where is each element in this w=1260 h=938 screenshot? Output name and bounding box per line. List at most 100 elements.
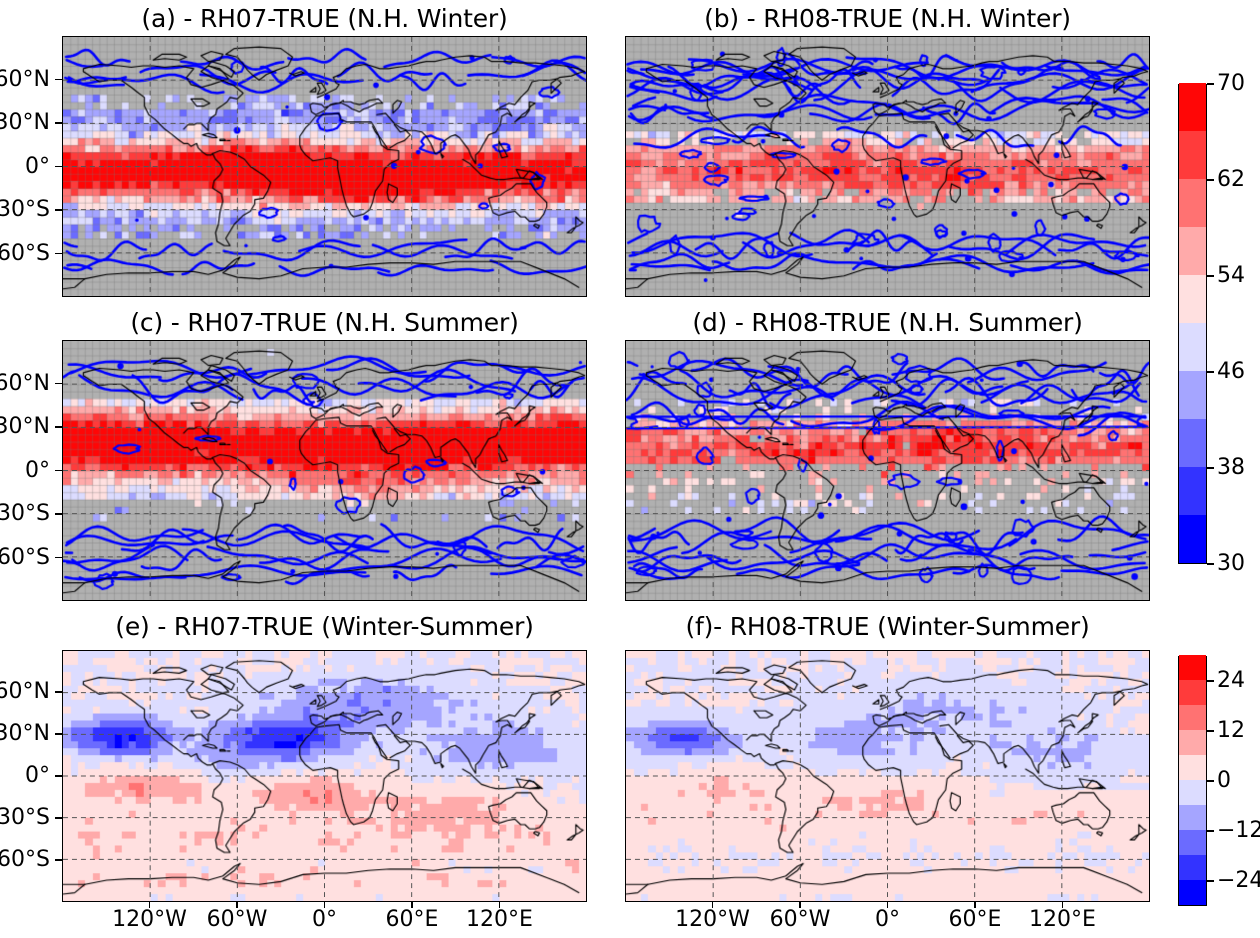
ytick-label-e-3: 30°S [0,805,50,830]
colorbar-band-main-4 [1179,323,1206,371]
colorbar-label-main-2: 46 [1217,359,1245,384]
ytick-mark-e-1 [55,733,62,735]
ytick-label-e-0: 60°N [0,679,50,704]
ytick-mark-c-0 [55,382,62,385]
ytick-label-c-0: 60°N [0,370,50,396]
diff-colorbar[interactable] [1178,655,1207,906]
map-panel-d[interactable] [625,340,1150,601]
colorbar-tick-diff-0 [1207,880,1214,882]
colorbar-band-diff-3 [1179,805,1206,830]
colorbar-band-main-1 [1179,467,1206,515]
xtick-label-f-1: 60°W [769,907,831,932]
ytick-mark-e-0 [55,691,62,693]
map-gridlines-d [626,341,1149,600]
colorbar-band-main-2 [1179,419,1206,467]
xtick-label-e-1: 60°W [206,907,268,932]
xtick-mark-e-0 [148,902,151,908]
colorbar-band-main-3 [1179,371,1206,419]
colorbar-tick-main-2 [1207,371,1214,373]
panel-title-b: (b) - RH08-TRUE (N.H. Winter) [704,4,1071,33]
xtick-mark-f-1 [799,902,801,908]
ytick-mark-a-2 [55,165,62,168]
colorbar-tick-diff-3 [1207,730,1214,732]
ytick-label-a-3: 30°S [0,197,50,222]
ytick-mark-c-2 [55,469,62,472]
ytick-label-c-3: 30°S [0,501,50,526]
colorbar-label-diff-3: 12 [1217,718,1245,743]
colorbar-band-main-5 [1179,275,1206,323]
colorbar-tick-main-3 [1207,275,1214,277]
ytick-label-e-1: 30°N [0,721,50,746]
xtick-mark-e-4 [498,902,501,908]
map-gridlines-b [626,37,1149,296]
colorbar-label-main-5: 70 [1217,71,1245,96]
colorbar-band-diff-0 [1179,880,1206,905]
colorbar-band-main-0 [1179,515,1206,563]
ytick-label-a-1: 30°N [0,110,50,135]
colorbar-band-main-8 [1179,131,1206,179]
xtick-mark-f-3 [974,902,976,908]
ytick-mark-c-1 [55,426,62,428]
colorbar-band-diff-6 [1179,730,1206,755]
main-colorbar[interactable] [1178,83,1207,564]
map-gridlines-f [626,651,1149,901]
colorbar-tick-main-4 [1207,179,1214,181]
xtick-label-f-0: 120°W [675,907,750,932]
colorbar-label-diff-1: −12 [1217,818,1260,843]
xtick-label-e-3: 60°E [385,907,439,932]
map-gridlines-c [63,341,586,600]
colorbar-band-diff-9 [1179,655,1206,680]
ytick-label-e-2: 0° [25,763,50,788]
ytick-mark-c-3 [55,513,62,515]
panel-title-f: (f)- RH08-TRUE (Winter-Summer) [685,612,1090,641]
panel-title-e: (e) - RH07-TRUE (Winter-Summer) [115,612,534,641]
xtick-label-f-2: 0° [875,907,900,932]
colorbar-band-main-9 [1179,83,1206,131]
colorbar-band-diff-2 [1179,830,1206,855]
map-panel-f[interactable] [625,650,1150,902]
xtick-label-f-3: 60°E [948,907,1002,932]
ytick-mark-e-2 [55,775,62,777]
colorbar-band-diff-7 [1179,705,1206,730]
ytick-mark-e-4 [55,859,62,861]
xtick-mark-e-3 [411,902,413,908]
ytick-mark-a-1 [55,122,62,124]
colorbar-tick-main-0 [1207,563,1214,565]
panel-title-a: (a) - RH07-TRUE (N.H. Winter) [141,4,508,33]
map-panel-e[interactable] [62,650,587,902]
xtick-mark-f-0 [711,902,714,908]
ytick-label-a-0: 60°N [0,66,50,92]
colorbar-band-main-6 [1179,227,1206,275]
colorbar-label-main-0: 30 [1217,551,1245,576]
colorbar-label-main-4: 62 [1217,167,1245,192]
xtick-mark-f-2 [886,902,889,908]
ytick-label-c-2: 0° [25,457,50,483]
map-panel-c[interactable] [62,340,587,601]
colorbar-band-diff-8 [1179,680,1206,705]
ytick-label-a-4: 60°S [0,240,50,266]
map-panel-b[interactable] [625,36,1150,297]
ytick-mark-c-4 [55,556,62,559]
xtick-mark-e-1 [236,902,238,908]
colorbar-band-diff-1 [1179,855,1206,880]
ytick-mark-e-3 [55,817,62,819]
map-panel-a[interactable] [62,36,587,297]
xtick-label-e-4: 120°E [466,907,533,932]
map-gridlines-a [63,37,586,296]
colorbar-band-diff-4 [1179,780,1206,805]
ytick-label-c-4: 60°S [0,544,50,570]
colorbar-label-diff-4: 24 [1217,668,1245,693]
xtick-label-e-0: 120°W [112,907,187,932]
colorbar-label-diff-0: −24 [1217,868,1260,893]
colorbar-label-main-1: 38 [1217,455,1245,480]
xtick-mark-e-2 [323,902,326,908]
colorbar-band-main-7 [1179,179,1206,227]
panel-title-c: (c) - RH07-TRUE (N.H. Summer) [130,308,519,337]
colorbar-tick-main-5 [1207,83,1214,85]
xtick-mark-f-4 [1061,902,1064,908]
map-gridlines-e [63,651,586,901]
ytick-label-c-1: 30°N [0,414,50,439]
colorbar-label-main-3: 54 [1217,263,1245,288]
ytick-mark-a-4 [55,252,62,255]
xtick-label-f-4: 120°E [1029,907,1096,932]
